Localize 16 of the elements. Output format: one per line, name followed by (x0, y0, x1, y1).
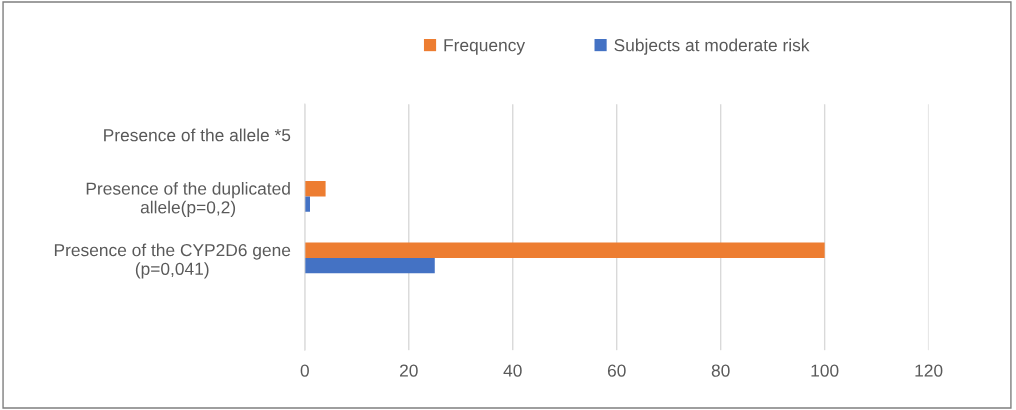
bar (304, 242, 825, 258)
x-tick-label: 120 (915, 364, 943, 377)
y-tick-label: Presence of the CYP2D6 gene (p=0,041) (54, 243, 291, 279)
bar (304, 181, 326, 197)
bar (304, 196, 310, 212)
x-tick-label: 100 (811, 364, 839, 377)
y-tick-label: Presence of the duplicated allele(p=0,2) (86, 182, 290, 217)
legend-label: Subjects at moderate risk (614, 38, 810, 55)
bar (304, 257, 435, 274)
x-tick-label: 0 (300, 364, 309, 377)
x-tick-label: 20 (399, 364, 418, 377)
x-tick-label: 80 (711, 364, 730, 377)
x-tick-label: 40 (503, 364, 522, 377)
y-tick-label: Presence of the allele *5 (104, 128, 291, 142)
x-tick-label: 60 (607, 364, 626, 377)
legend-label: Frequency (444, 39, 526, 55)
